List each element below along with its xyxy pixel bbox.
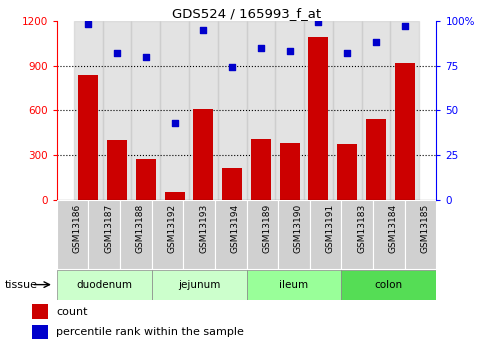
- Bar: [165, 192, 185, 200]
- FancyBboxPatch shape: [246, 200, 278, 269]
- FancyBboxPatch shape: [57, 270, 152, 299]
- Bar: [366, 119, 386, 200]
- FancyBboxPatch shape: [88, 200, 120, 269]
- Text: percentile rank within the sample: percentile rank within the sample: [56, 327, 244, 337]
- FancyBboxPatch shape: [246, 270, 341, 299]
- Text: GSM13184: GSM13184: [389, 204, 398, 253]
- Bar: [160, 21, 189, 200]
- Bar: [218, 21, 246, 200]
- Point: [343, 50, 351, 56]
- FancyBboxPatch shape: [310, 200, 341, 269]
- Text: GSM13192: GSM13192: [168, 204, 176, 253]
- Point: [315, 20, 322, 25]
- Bar: [394, 62, 415, 200]
- Bar: [193, 109, 213, 200]
- Text: GSM13187: GSM13187: [104, 204, 113, 253]
- Text: GSM13185: GSM13185: [421, 204, 429, 253]
- Bar: [304, 21, 333, 200]
- Bar: [189, 21, 218, 200]
- Bar: [333, 21, 361, 200]
- Bar: [246, 21, 275, 200]
- Point: [257, 45, 265, 50]
- Bar: [361, 21, 390, 200]
- Text: GSM13191: GSM13191: [325, 204, 335, 253]
- Bar: [78, 75, 99, 200]
- Text: GSM13193: GSM13193: [199, 204, 208, 253]
- Bar: [74, 21, 103, 200]
- FancyBboxPatch shape: [183, 200, 215, 269]
- Text: duodenum: duodenum: [76, 280, 132, 289]
- Point: [228, 65, 236, 70]
- Bar: [308, 37, 328, 200]
- Bar: [132, 21, 160, 200]
- Text: ileum: ileum: [280, 280, 309, 289]
- Text: GSM13186: GSM13186: [72, 204, 81, 253]
- Bar: [251, 139, 271, 200]
- Point: [142, 54, 150, 59]
- Text: GSM13189: GSM13189: [262, 204, 271, 253]
- Title: GDS524 / 165993_f_at: GDS524 / 165993_f_at: [172, 7, 321, 20]
- Bar: [390, 21, 419, 200]
- Bar: [103, 21, 132, 200]
- Bar: [222, 168, 242, 200]
- Bar: [32, 325, 48, 339]
- Bar: [107, 140, 127, 200]
- Text: jejunum: jejunum: [178, 280, 220, 289]
- FancyBboxPatch shape: [215, 200, 246, 269]
- FancyBboxPatch shape: [405, 200, 436, 269]
- FancyBboxPatch shape: [373, 200, 405, 269]
- FancyBboxPatch shape: [120, 200, 152, 269]
- Text: GSM13188: GSM13188: [136, 204, 145, 253]
- FancyBboxPatch shape: [278, 200, 310, 269]
- Point: [401, 23, 409, 29]
- FancyBboxPatch shape: [57, 200, 88, 269]
- Text: count: count: [56, 307, 88, 317]
- Text: GSM13194: GSM13194: [231, 204, 240, 253]
- Point: [113, 50, 121, 56]
- Point: [199, 27, 208, 32]
- Text: GSM13190: GSM13190: [294, 204, 303, 253]
- Bar: [136, 159, 156, 200]
- FancyBboxPatch shape: [152, 270, 246, 299]
- Text: GSM13183: GSM13183: [357, 204, 366, 253]
- FancyBboxPatch shape: [341, 200, 373, 269]
- FancyBboxPatch shape: [152, 200, 183, 269]
- Bar: [32, 304, 48, 319]
- Bar: [275, 21, 304, 200]
- Bar: [337, 144, 357, 200]
- Text: tissue: tissue: [5, 280, 38, 289]
- Point: [372, 39, 380, 45]
- Point: [286, 48, 294, 54]
- Point: [171, 120, 178, 126]
- FancyBboxPatch shape: [341, 270, 436, 299]
- Text: colon: colon: [375, 280, 403, 289]
- Point: [84, 21, 92, 27]
- Bar: [280, 143, 300, 200]
